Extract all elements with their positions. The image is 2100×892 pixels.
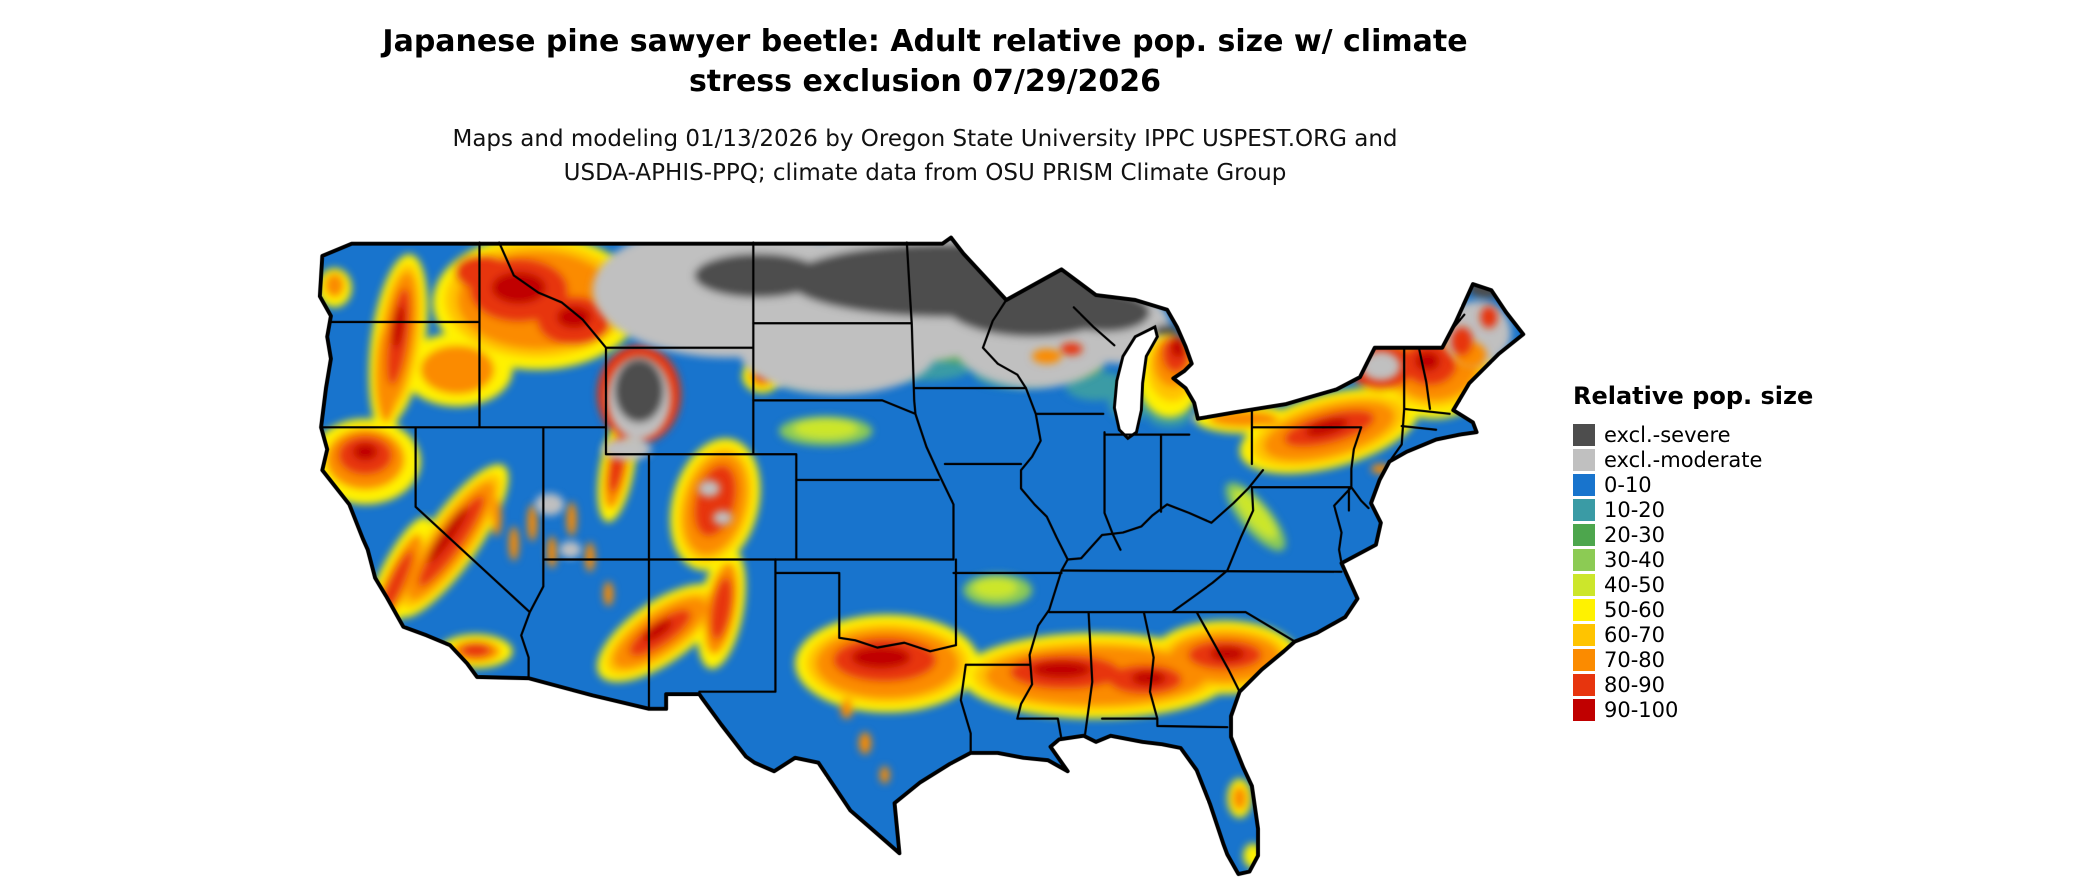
legend-item: 40-50 (1573, 573, 1833, 597)
map-legend: Relative pop. size excl.-severe excl.-mod… (1573, 382, 1833, 724)
legend-item-label: 90-100 (1604, 698, 1679, 722)
legend-swatch (1573, 599, 1595, 621)
title-line-1: Japanese pine sawyer beetle: Adult relat… (382, 24, 1468, 59)
legend-swatch (1573, 449, 1595, 471)
page-title: Japanese pine sawyer beetle: Adult relat… (310, 22, 1540, 102)
legend-item-label: 40-50 (1604, 573, 1666, 597)
legend-item-label: excl.-moderate (1604, 448, 1763, 472)
legend-swatch (1573, 424, 1595, 446)
title-line-2: stress exclusion 07/29/2026 (688, 64, 1162, 99)
legend-item: 60-70 (1573, 623, 1833, 647)
legend-item: 20-30 (1573, 523, 1833, 547)
us-map (310, 229, 1538, 890)
legend-item-label: 50-60 (1604, 598, 1666, 622)
legend-item: 30-40 (1573, 548, 1833, 572)
legend-item: excl.-severe (1573, 423, 1833, 447)
subtitle-line-2: USDA-APHIS-PPQ; climate data from OSU PR… (563, 160, 1287, 186)
legend-item: 90-100 (1573, 698, 1833, 722)
legend-swatch (1573, 524, 1595, 546)
legend-swatch (1573, 624, 1595, 646)
map-layer-excl-severe (614, 243, 1505, 423)
legend-item: 10-20 (1573, 498, 1833, 522)
legend-item-label: excl.-severe (1604, 423, 1731, 447)
legend-item-label: 10-20 (1604, 498, 1666, 522)
legend-swatch (1573, 499, 1595, 521)
subtitle-line-1: Maps and modeling 01/13/2026 by Oregon S… (452, 126, 1398, 152)
legend-rows: excl.-severe excl.-moderate 0-10 10-20 20-30… (1573, 423, 1833, 722)
legend-item: 70-80 (1573, 648, 1833, 672)
lake-michigan (1112, 324, 1159, 441)
us-map-svg (317, 235, 1526, 877)
legend-swatch (1573, 574, 1595, 596)
legend-swatch (1573, 674, 1595, 696)
us-outline (317, 235, 1526, 877)
legend-swatch (1573, 699, 1595, 721)
legend-swatch (1573, 649, 1595, 671)
legend-item: excl.-moderate (1573, 448, 1833, 472)
legend-item: 0-10 (1573, 473, 1833, 497)
legend-swatch (1573, 474, 1595, 496)
legend-item-label: 60-70 (1604, 623, 1666, 647)
legend-item-label: 70-80 (1604, 648, 1666, 672)
legend-item-label: 30-40 (1604, 548, 1666, 572)
legend-item: 80-90 (1573, 673, 1833, 697)
subtitle: Maps and modeling 01/13/2026 by Oregon S… (310, 122, 1540, 190)
legend-swatch (1573, 549, 1595, 571)
state-borders (319, 241, 1466, 755)
legend-item-label: 80-90 (1604, 673, 1666, 697)
legend-item: 50-60 (1573, 598, 1833, 622)
legend-item-label: 20-30 (1604, 523, 1666, 547)
legend-item-label: 0-10 (1604, 473, 1652, 497)
legend-title: Relative pop. size (1573, 382, 1814, 410)
